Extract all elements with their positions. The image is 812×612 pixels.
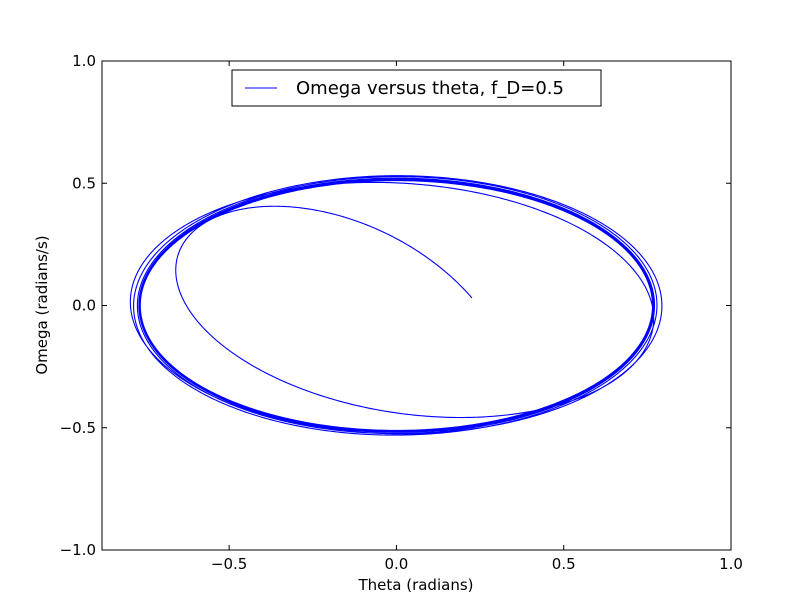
y-tick-label: −0.5 <box>60 419 96 437</box>
y-axis-ticks: −1.0 −0.5 0.0 0.5 1.0 <box>60 52 731 559</box>
series-line-omega-vs-theta <box>129 175 663 436</box>
legend: Omega versus theta, f_D=0.5 <box>231 69 602 107</box>
y-tick-label: 0.0 <box>72 297 96 315</box>
y-tick-label: 0.5 <box>72 174 96 192</box>
x-axis-label: Theta (radians) <box>357 576 473 594</box>
x-axis-ticks: −0.5 0.0 0.5 1.0 <box>211 61 743 573</box>
y-tick-label: −1.0 <box>60 541 96 559</box>
x-tick-label: −0.5 <box>211 555 247 573</box>
legend-box <box>231 69 602 107</box>
y-axis-label: Omega (radians/s) <box>33 235 51 374</box>
y-tick-label: 1.0 <box>72 52 96 70</box>
x-tick-label: 0.0 <box>384 555 408 573</box>
x-tick-label: 0.5 <box>552 555 576 573</box>
x-tick-label: 1.0 <box>719 555 743 573</box>
legend-entry-label: Omega versus theta, f_D=0.5 <box>296 78 564 99</box>
